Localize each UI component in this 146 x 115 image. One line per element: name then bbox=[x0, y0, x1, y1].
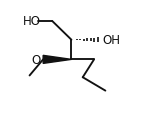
Text: OH: OH bbox=[102, 34, 120, 47]
Text: O: O bbox=[32, 53, 41, 66]
Polygon shape bbox=[43, 56, 71, 64]
Text: HO: HO bbox=[23, 15, 41, 28]
